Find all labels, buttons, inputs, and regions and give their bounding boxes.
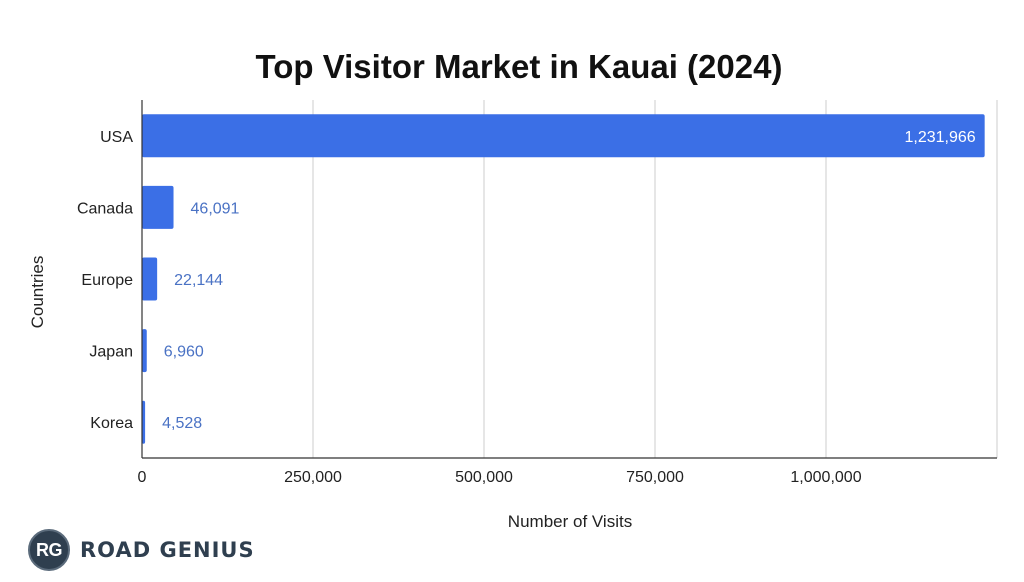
category-label: Canada bbox=[77, 200, 133, 217]
bar-layer bbox=[142, 114, 985, 444]
brand-badge-icon: RG bbox=[28, 529, 70, 571]
bar bbox=[142, 257, 158, 301]
data-label: 46,091 bbox=[191, 200, 240, 217]
axis-layer: 0 250,000 500,000 750,000 1,000,000 USA 1,231,… bbox=[77, 100, 997, 486]
category-label: Japan bbox=[89, 344, 133, 361]
brand-logo: RG ROAD GENIUS bbox=[28, 528, 255, 572]
data-label: 1,231,966 bbox=[904, 129, 975, 146]
bar bbox=[142, 114, 985, 158]
category-label: Europe bbox=[81, 272, 133, 289]
bar bbox=[142, 329, 147, 373]
chart-title: Top Visitor Market in Kauai (2024) bbox=[256, 48, 783, 85]
grid-layer bbox=[312, 100, 998, 458]
bar bbox=[142, 185, 174, 229]
x-tick-label: 250,000 bbox=[284, 469, 342, 486]
y-axis-title: Countries bbox=[28, 256, 47, 329]
data-label: 22,144 bbox=[174, 272, 223, 289]
category-label: USA bbox=[100, 129, 133, 146]
category-label: Korea bbox=[90, 415, 133, 432]
x-tick-label: 500,000 bbox=[455, 469, 513, 486]
x-tick-label: 1,000,000 bbox=[790, 469, 861, 486]
x-tick-label: 750,000 bbox=[626, 469, 684, 486]
x-axis-title: Number of Visits bbox=[508, 512, 632, 531]
bar bbox=[142, 400, 146, 444]
data-label: 6,960 bbox=[164, 344, 204, 361]
brand-name: ROAD GENIUS bbox=[80, 538, 255, 562]
x-tick-label: 0 bbox=[138, 469, 147, 486]
data-label: 4,528 bbox=[162, 415, 202, 432]
